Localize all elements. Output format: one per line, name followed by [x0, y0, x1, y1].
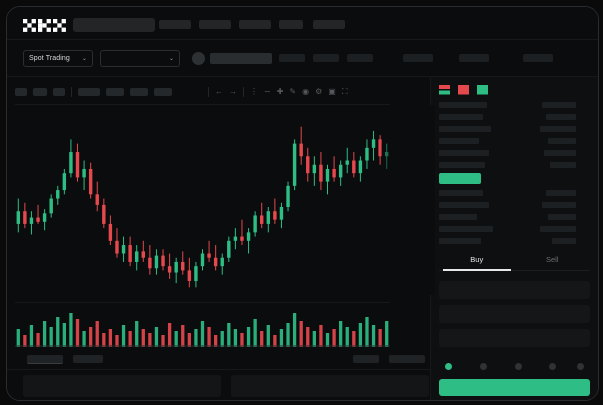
trading-app: Spot Trading ⌄ ⌄: [7, 7, 598, 400]
timeframe-5[interactable]: [130, 88, 148, 96]
order-side-baseline: [439, 270, 590, 271]
trading-mode-selector[interactable]: Spot Trading ⌄: [23, 50, 93, 67]
active-tab-indicator: [443, 269, 511, 271]
amount-field[interactable]: [439, 305, 590, 323]
orderbook-row: [439, 161, 590, 170]
orderbook-row: [439, 189, 590, 198]
camera-icon[interactable]: ▣: [328, 87, 336, 96]
okx-logo[interactable]: [23, 19, 67, 32]
indicator-icon[interactable]: ⋮: [250, 87, 258, 96]
nav-item-3[interactable]: [279, 20, 303, 29]
market-row-divider: [7, 76, 598, 77]
orderbook-row: [439, 125, 590, 134]
orderbook-row: [439, 113, 590, 122]
orderbook-row: [439, 101, 590, 110]
percent-dot-0[interactable]: [445, 363, 452, 370]
coin-icon: [192, 52, 205, 65]
volume-divider: [15, 302, 390, 303]
trading-pair-selector[interactable]: ⌄: [100, 50, 180, 67]
market-stat-5: [523, 54, 553, 62]
device-frame: Spot Trading ⌄ ⌄: [6, 6, 599, 401]
percent-dot-1[interactable]: [479, 363, 487, 370]
nav-item-1[interactable]: [199, 20, 231, 29]
price-field[interactable]: [439, 281, 590, 299]
line-icon[interactable]: ∼: [264, 87, 271, 96]
chart-toolbar-divider: [15, 104, 390, 105]
percent-dot-4[interactable]: [577, 363, 584, 370]
both-depth-icon[interactable]: [439, 85, 451, 95]
fullscreen-icon[interactable]: ⛶: [341, 87, 348, 96]
asks-only-icon[interactable]: [458, 85, 470, 95]
orderbook-row: [439, 237, 590, 246]
market-stat-1: [313, 54, 339, 62]
chart-footer-tab-3[interactable]: [389, 355, 425, 363]
market-stat-4: [459, 54, 489, 62]
chevron-down-icon: ⌄: [81, 55, 87, 62]
brush-icon[interactable]: ✎: [289, 87, 297, 96]
percent-selector[interactable]: [445, 363, 584, 371]
timeframe-3[interactable]: [78, 88, 100, 96]
bottom-divider: [7, 369, 598, 370]
timeframe-2[interactable]: [53, 88, 65, 96]
magnet-icon[interactable]: ◉: [302, 87, 310, 96]
trading-mode-label: Spot Trading: [29, 55, 70, 62]
positions-panel[interactable]: [231, 375, 429, 397]
nav-item-2[interactable]: [239, 20, 271, 29]
total-field[interactable]: [439, 329, 590, 347]
chart-footer: [15, 353, 425, 365]
settings-icon[interactable]: ⚙: [315, 87, 323, 96]
percent-dot-2[interactable]: [514, 363, 522, 370]
volume-chart: [15, 307, 390, 347]
toolbar-divider: [243, 87, 244, 97]
chart-footer-tab-2[interactable]: [353, 355, 379, 363]
orderbook-spread-row: [439, 173, 590, 184]
order-side-tabs: Buy Sell: [439, 253, 590, 273]
header-divider: [7, 39, 598, 40]
orderbook-row: [439, 137, 590, 146]
tab-sell[interactable]: Sell: [545, 255, 559, 264]
search-input[interactable]: [73, 18, 155, 32]
candlestick-chart[interactable]: [15, 107, 390, 307]
submit-order-button[interactable]: [439, 379, 590, 396]
chevron-down-icon: ⌄: [168, 55, 174, 62]
orders-panel[interactable]: [23, 375, 221, 397]
chart-toolbar: ← → ⋮ ∼ ✚ ✎ ◉ ⚙ ▣ ⛶: [15, 84, 390, 100]
top-navigation-bar: [7, 7, 598, 39]
market-stat-3: [403, 54, 433, 62]
orderbook-and-order-form: Buy Sell: [431, 77, 598, 400]
percent-dot-3[interactable]: [549, 363, 557, 370]
market-summary-bar: Spot Trading ⌄ ⌄: [7, 40, 598, 76]
crosshair-icon[interactable]: ✚: [276, 87, 284, 96]
bids-only-icon[interactable]: [477, 85, 489, 95]
last-price: [210, 53, 272, 64]
orderbook-row: [439, 225, 590, 234]
timeframe-0[interactable]: [15, 88, 27, 96]
market-stat-0: [279, 54, 305, 62]
undo-icon[interactable]: ←: [215, 87, 223, 96]
orderbook-list[interactable]: [439, 101, 590, 249]
toolbar-divider: [71, 87, 72, 97]
tab-buy[interactable]: Buy: [470, 255, 484, 264]
toolbar-divider: [208, 87, 209, 97]
orderbook-row: [439, 201, 590, 210]
market-stat-2: [347, 54, 373, 62]
timeframe-1[interactable]: [33, 88, 47, 96]
redo-icon[interactable]: →: [229, 87, 237, 96]
timeframe-6[interactable]: [154, 88, 172, 96]
nav-item-0[interactable]: [159, 20, 191, 29]
chart-footer-tab-0[interactable]: [27, 355, 63, 364]
nav-item-4[interactable]: [313, 20, 345, 29]
orderbook-row: [439, 213, 590, 222]
timeframe-4[interactable]: [106, 88, 124, 96]
chart-footer-tab-1[interactable]: [73, 355, 103, 363]
orderbook-row: [439, 149, 590, 158]
orderbook-view-tabs: [439, 85, 489, 95]
